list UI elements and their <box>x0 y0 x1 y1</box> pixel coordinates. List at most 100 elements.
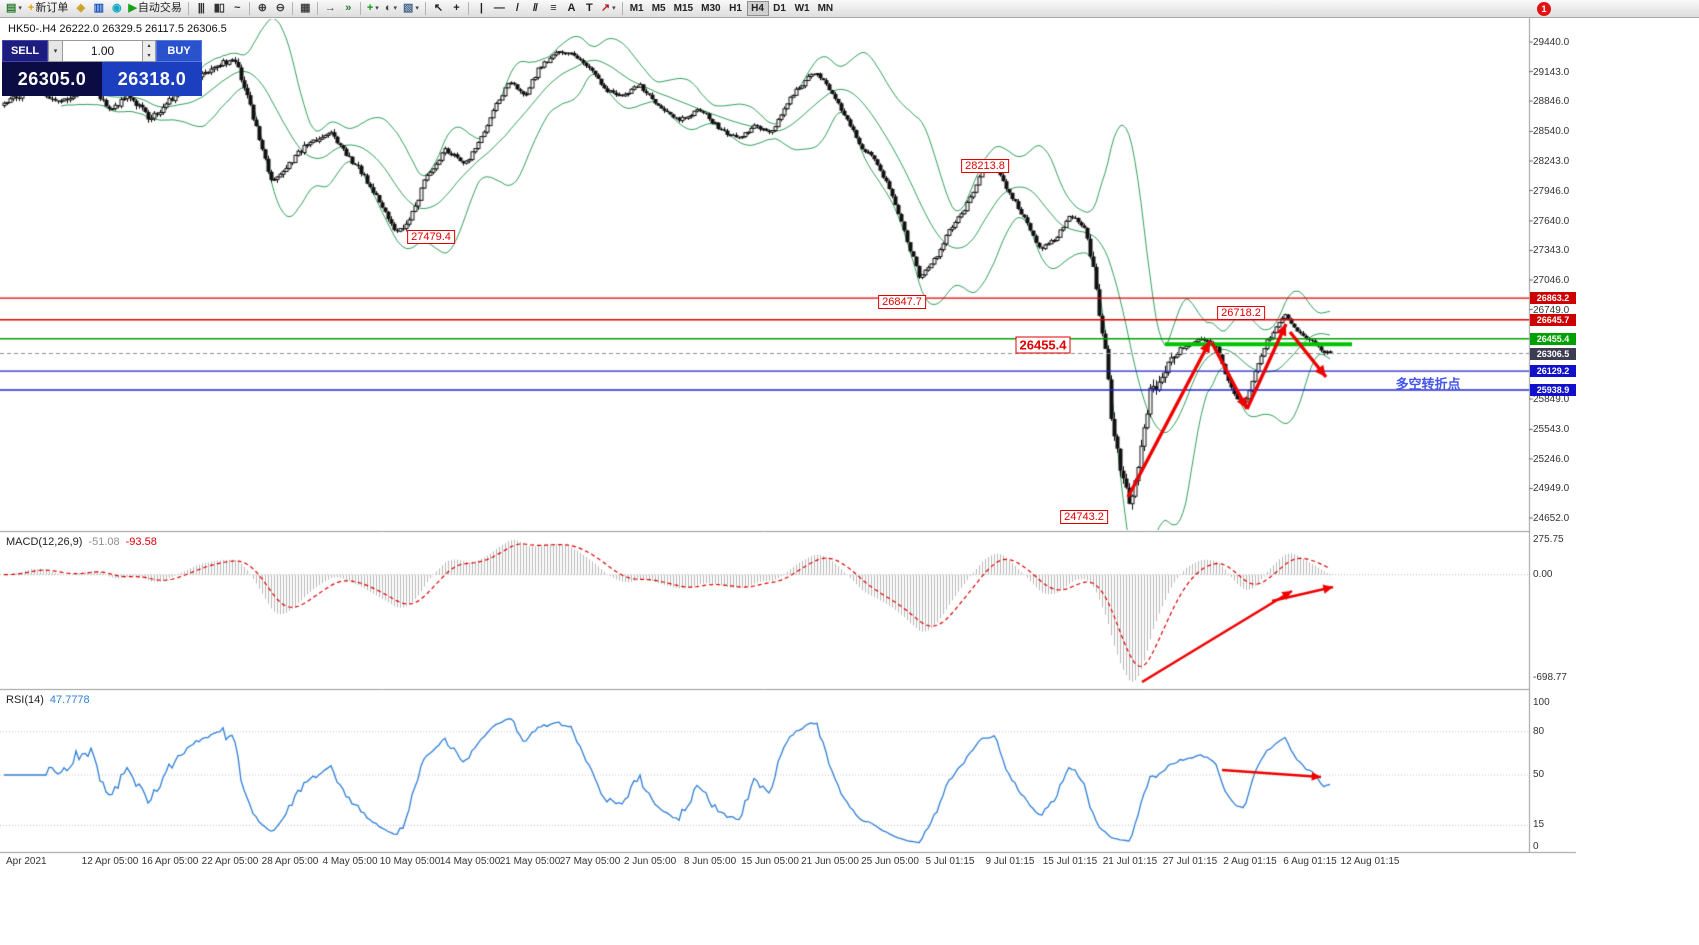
macd-axis-label: 275.75 <box>1533 534 1564 545</box>
rsi-axis-label: 50 <box>1533 769 1545 780</box>
timeframe-button-m1[interactable]: M1 <box>626 1 648 16</box>
new-chart-icon: ▤ <box>6 2 16 14</box>
sell-button[interactable]: SELL <box>2 40 48 62</box>
volume-spinner[interactable]: ▴ ▾ <box>142 40 156 62</box>
new-order-icon: + <box>27 2 35 14</box>
notification-badge[interactable]: 1 <box>1537 2 1551 16</box>
macd-indicator-label: MACD(12,26,9) -51.08 -93.58 <box>6 536 157 548</box>
data-window-icon: ◉ <box>112 2 122 14</box>
zoom-in-button[interactable]: ⊕ <box>253 1 271 17</box>
time-axis-label: 4 May 05:00 <box>322 856 378 867</box>
new-order-button-label: 新订单 <box>35 2 69 14</box>
timeframe-button-m30[interactable]: M30 <box>697 1 724 16</box>
one-click-top-row: SELL ▾ 1.00 ▴ ▾ BUY <box>2 40 202 62</box>
new-order-button[interactable]: + 新订单 <box>25 1 71 17</box>
one-click-prices-row: 26305.0 26318.0 <box>2 62 202 96</box>
volume-up-icon[interactable]: ▴ <box>147 43 151 49</box>
price-line-tag: 26129.2 <box>1530 365 1576 378</box>
toolbar-separator <box>316 2 318 15</box>
price-callout[interactable]: 26455.4 <box>1015 336 1071 354</box>
market-watch-button[interactable]: ▥ <box>89 1 107 17</box>
price-callout[interactable]: 26847.7 <box>878 294 926 309</box>
rsi-axis-label: 0 <box>1533 841 1539 852</box>
volume-down-icon[interactable]: ▾ <box>147 53 151 59</box>
timeframe-button-m5[interactable]: M5 <box>648 1 670 16</box>
candlestick-chart-button[interactable]: ▮▯ <box>210 1 228 17</box>
metaeditor-button[interactable]: ◈ <box>71 1 89 17</box>
horizontal-line-button[interactable]: — <box>490 1 508 17</box>
text-button[interactable]: A <box>562 1 580 17</box>
fibonacci-icon: ≡ <box>550 2 557 14</box>
macd-title: MACD(12,26,9) <box>6 536 83 548</box>
price-axis-tick: 26749.0 <box>1533 304 1570 316</box>
price-callout[interactable]: 24743.2 <box>1060 509 1108 524</box>
fibonacci-button[interactable]: ≡ <box>544 1 562 17</box>
price-axis-tick: 25246.0 <box>1533 453 1570 465</box>
price-axis-tick: 28846.0 <box>1533 96 1570 108</box>
trendline-button[interactable]: / <box>508 1 526 17</box>
cursor-button[interactable]: ↖ <box>429 1 447 17</box>
time-axis-label: 21 Jul 01:15 <box>1102 856 1158 867</box>
volume-value: 1.00 <box>90 44 115 58</box>
timeframe-button-d1[interactable]: D1 <box>769 1 791 16</box>
chart-shift-icon: → <box>324 2 336 14</box>
price-axis-tick: 29143.0 <box>1533 66 1570 78</box>
caret-down-icon: ▾ <box>375 5 379 12</box>
time-axis-label: 15 Jul 01:15 <box>1042 856 1098 867</box>
chart-shift-button[interactable]: → <box>321 1 339 17</box>
rsi-title: RSI(14) <box>6 694 44 706</box>
horizontal-line-icon: — <box>493 2 505 14</box>
vertical-line-button[interactable]: | <box>472 1 490 17</box>
periods-button[interactable]: ◐ ▾ <box>382 1 400 17</box>
templates-icon: ▧ <box>403 2 413 14</box>
price-line-tag: 26645.7 <box>1530 313 1576 326</box>
time-axis-label: 21 May 05:00 <box>499 856 561 867</box>
time-axis-label: 5 Jul 01:15 <box>925 856 975 867</box>
volume-dropdown-button[interactable]: ▾ <box>48 40 63 62</box>
line-chart-button[interactable]: ~ <box>228 1 246 17</box>
price-axis-tick: 27640.0 <box>1533 215 1570 227</box>
time-axis-label: 9 Jul 01:15 <box>985 856 1035 867</box>
indicators-button[interactable]: + ▾ <box>364 1 382 17</box>
timeframe-button-m15[interactable]: M15 <box>670 1 697 16</box>
buy-button[interactable]: BUY <box>156 40 202 62</box>
price-callout[interactable]: 27479.4 <box>407 229 455 244</box>
tile-windows-button[interactable]: ▦ <box>296 1 314 17</box>
toolbar-separator <box>424 2 426 15</box>
timeframe-button-h4[interactable]: H4 <box>746 1 769 16</box>
one-click-trading-panel: SELL ▾ 1.00 ▴ ▾ BUY 26305.0 26318.0 <box>2 40 202 96</box>
price-line-tag: 26863.2 <box>1530 292 1576 305</box>
price-axis-tick: 28243.0 <box>1533 156 1570 167</box>
bar-chart-button[interactable]: ||| <box>192 1 210 17</box>
templates-button[interactable]: ▧ ▾ <box>400 1 422 17</box>
buy-price[interactable]: 26318.0 <box>102 62 202 96</box>
arrows-button[interactable]: ↗ ▾ <box>598 1 619 17</box>
market-watch-icon: ▥ <box>93 2 104 14</box>
zoom-out-button[interactable]: ⊖ <box>271 1 289 17</box>
toolbar-separator <box>291 2 293 15</box>
data-window-button[interactable]: ◉ <box>107 1 125 17</box>
volume-field[interactable]: 1.00 <box>63 40 142 62</box>
zoom-in-icon: ⊕ <box>257 2 267 14</box>
new-chart-button[interactable]: ▤ ▾ <box>3 1 25 17</box>
label-button[interactable]: T <box>580 1 598 17</box>
caret-down-icon: ▾ <box>612 5 616 12</box>
caret-down-icon: ▾ <box>415 5 419 12</box>
sell-price[interactable]: 26305.0 <box>2 62 102 96</box>
price-callout[interactable]: 26718.2 <box>1217 305 1265 320</box>
time-axis-label: 14 May 05:00 <box>439 856 501 867</box>
time-axis-label: 21 Jun 05:00 <box>801 856 859 867</box>
rsi-axis-label: 80 <box>1533 725 1545 737</box>
timeframe-button-mn[interactable]: MN <box>814 1 838 16</box>
channel-button[interactable]: // <box>526 1 544 17</box>
channel-icon: // <box>532 2 538 14</box>
time-axis-label: 6 Aug 01:15 <box>1283 856 1337 867</box>
auto-scroll-button[interactable]: » <box>339 1 357 17</box>
bull-bear-turning-point-note[interactable]: 多空转折点 <box>1395 376 1461 392</box>
price-callout[interactable]: 28213.8 <box>961 158 1009 173</box>
timeframe-button-h1[interactable]: H1 <box>725 1 747 16</box>
timeframe-button-w1[interactable]: W1 <box>791 1 814 16</box>
crosshair-button[interactable]: + <box>447 1 465 17</box>
autotrading-button[interactable]: ▶ 自动交易 <box>125 1 184 17</box>
